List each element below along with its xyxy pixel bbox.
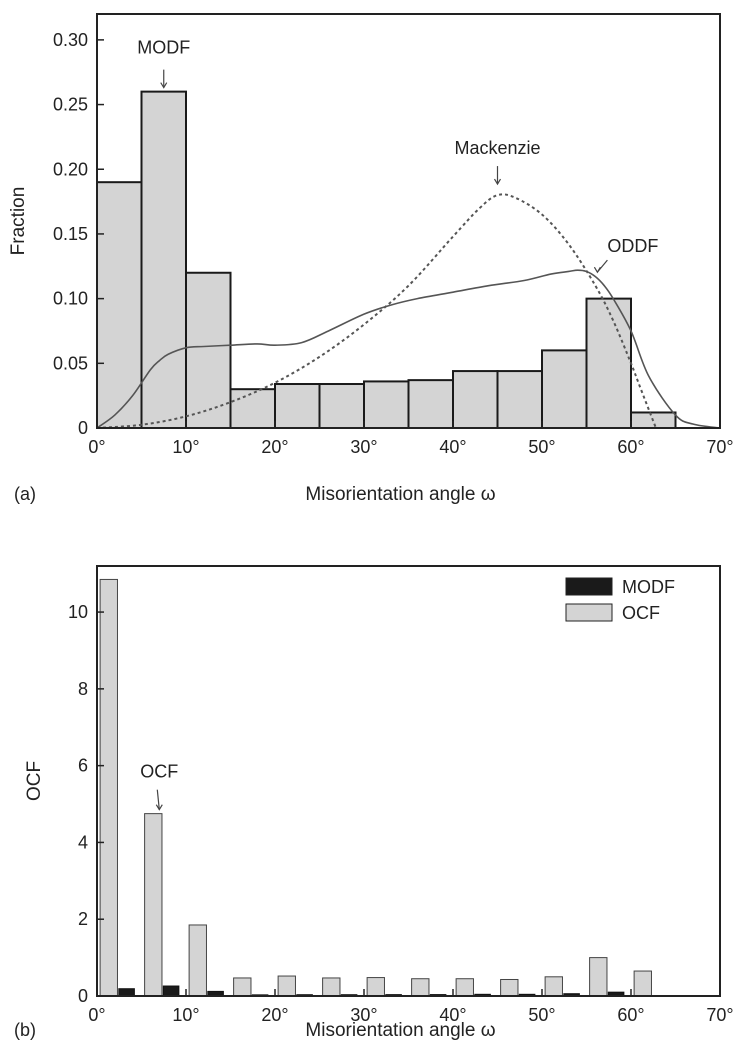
panel-b-x-tick-label: 50° [528,1005,555,1025]
panel-a-y-tick-label: 0.25 [53,95,88,115]
panel-a-annotations: MODF Mackenzie ODDF [137,38,658,274]
panel-a-x-tick-label: 0° [88,437,105,457]
histogram-bar [363,380,410,429]
panel-a-y-tick-label: 0.05 [53,353,88,373]
panel-a-curves [96,193,721,429]
legend-swatch-modf [565,577,613,596]
histogram-bar [318,383,365,430]
panel-a-y-tick-label: 0.30 [53,30,88,50]
legend-label-modf: MODF [622,577,675,597]
panel-b-x-tick-label: 60° [617,1005,644,1025]
legend-swatch-ocf [565,603,613,622]
modf-bar [162,985,180,997]
panel-a-x-axis-label: Misorientation angle ω [305,484,495,505]
ocf-bar [277,975,296,997]
histogram-bar [274,383,321,430]
panel-a-ticks: 0° 10° 20° 30° 40° 50° 60° 70° 0 0.05 0.10 0.15 0.20… [53,30,734,457]
panel-b-bar-chart: 0° 10° 20° 30° 40° 50° 60° 70° 0 2 4 6 8 10 OCF MODF … [14,565,734,1041]
panel-b-y-tick-label: 6 [78,756,88,776]
panel-b-y-tick-label: 10 [68,602,88,622]
histogram-bar [585,297,632,429]
oddf-curve [96,269,721,429]
panel-a-x-tick-label: 20° [261,437,288,457]
legend-label-ocf: OCF [622,603,660,623]
annotation-modf: MODF [137,38,190,58]
histogram-bar [452,370,499,430]
ocf-bar [188,924,207,997]
ocf-bar [144,813,163,997]
panel-b-x-axis-label: Misorientation angle ω [305,1020,495,1041]
ocf-bar [366,977,385,997]
histogram-bar [140,90,187,429]
ocf-bar [322,977,341,997]
panel-a-x-tick-label: 10° [172,437,199,457]
panel-b-legend: MODF OCF [565,577,675,623]
histogram-bar [96,181,143,429]
annotation-arrowhead [493,178,502,186]
panel-b-annotations: OCF [140,762,178,811]
panel-b-y-axis-label: OCF [24,761,45,801]
ocf-bar [99,578,118,997]
annotation-arrowhead [593,266,601,274]
panel-b-x-tick-label: 70° [706,1005,733,1025]
ocf-bar [633,970,652,997]
panel-b-bars [99,578,669,997]
ocf-bar [233,977,252,997]
panel-a-y-axis-label: Fraction [8,187,29,256]
mackenzie-curve [96,193,657,429]
panel-b-y-tick-label: 8 [78,679,88,699]
panel-a-bars [96,90,677,430]
annotation-mackenzie: Mackenzie [454,138,540,158]
panel-a-x-tick-label: 50° [528,437,555,457]
histogram-bar [496,370,543,430]
histogram-bar [229,388,276,429]
ocf-bar [589,957,608,997]
panel-a-y-tick-label: 0.15 [53,224,88,244]
panel-a-y-tick-label: 0 [78,418,88,438]
annotation-oddf: ODDF [607,236,658,256]
panel-b-x-tick-label: 0° [88,1005,105,1025]
ocf-bar [455,978,474,997]
annotation-arrowhead [155,804,163,811]
annotation-arrow [156,789,160,810]
panel-b-x-tick-label: 40° [439,1005,466,1025]
panel-b-x-tick-label: 10° [172,1005,199,1025]
ocf-bar [411,978,430,997]
histogram-bar [541,349,588,429]
annotation-ocf: OCF [140,762,178,782]
panel-b-x-tick-label: 20° [261,1005,288,1025]
panel-a-y-tick-label: 0.10 [53,289,88,309]
panel-a-x-tick-label: 40° [439,437,466,457]
panel-a-plot-frame [96,13,721,429]
panel-b-ticks: 0° 10° 20° 30° 40° 50° 60° 70° 0 2 4 6 8 10 [68,602,734,1025]
panel-a-x-tick-label: 70° [706,437,733,457]
panel-a-x-tick-label: 60° [617,437,644,457]
panel-b-y-tick-label: 4 [78,832,88,852]
histogram-bar [407,379,454,430]
panel-a-tag: (a) [14,484,36,504]
histogram-bar [185,271,232,429]
annotation-arrowhead [160,82,168,89]
panel-b-y-tick-label: 2 [78,909,88,929]
panel-a-x-tick-label: 30° [350,437,377,457]
panel-b-x-tick-label: 30° [350,1005,377,1025]
panel-a-histogram: 0° 10° 20° 30° 40° 50° 60° 70° 0 0.05 0.10 0.15 0.20… [8,13,734,505]
panel-a-y-tick-label: 0.20 [53,159,88,179]
panel-b-plot-frame [96,565,721,997]
ocf-bar [544,976,563,997]
ocf-bar [500,978,519,997]
panel-b-tag: (b) [14,1020,36,1040]
modf-bar [118,988,135,997]
panel-b-y-tick-label: 0 [78,986,88,1006]
